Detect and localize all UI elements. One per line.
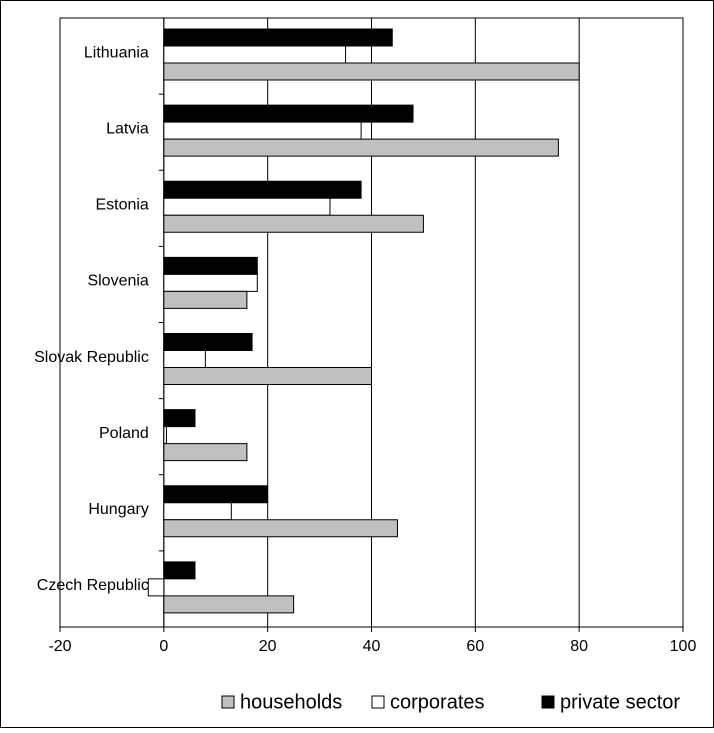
legend-label: corporates <box>390 691 485 713</box>
y-tick-label: Estonia <box>95 197 148 214</box>
bar <box>163 595 295 614</box>
bar <box>163 426 167 445</box>
y-tick-label: Latvia <box>106 120 149 137</box>
bar <box>163 197 331 216</box>
bar <box>163 502 232 521</box>
bar <box>163 121 362 140</box>
bar <box>163 561 196 580</box>
bar <box>163 104 414 123</box>
bar <box>163 273 258 292</box>
x-tick-label: -20 <box>48 638 71 655</box>
x-tick-label: 20 <box>259 638 277 655</box>
y-tick-label: Poland <box>99 425 149 442</box>
y-tick-label: Czech Republic <box>37 577 149 594</box>
bar <box>163 290 248 309</box>
bar <box>163 138 559 157</box>
legend-swatch <box>541 695 555 709</box>
bar <box>163 485 269 504</box>
legend-swatch <box>371 695 385 709</box>
legend-label: private sector <box>560 691 680 713</box>
x-tick-label: 100 <box>670 638 697 655</box>
bar <box>163 350 206 368</box>
legend-label: households <box>240 691 342 713</box>
y-tick-label: Slovak Republic <box>34 349 149 366</box>
bar <box>147 578 165 597</box>
bar <box>163 45 347 64</box>
x-tick-label: 40 <box>363 638 381 655</box>
x-tick-label: 60 <box>466 638 484 655</box>
bar <box>163 180 362 199</box>
bar <box>163 333 253 351</box>
x-tick-label: 80 <box>570 638 588 655</box>
legend-swatch <box>221 695 235 709</box>
bar <box>163 367 372 385</box>
bar <box>163 256 258 275</box>
bar <box>163 62 580 81</box>
x-tick-label: 0 <box>159 638 168 655</box>
bar <box>163 214 424 233</box>
bar <box>163 28 393 47</box>
bar <box>163 519 398 538</box>
y-tick-label: Hungary <box>88 501 148 518</box>
bar <box>163 409 196 428</box>
bar <box>163 443 248 462</box>
y-tick-label: Slovenia <box>87 273 148 290</box>
y-tick-label: Lithuania <box>84 44 149 61</box>
